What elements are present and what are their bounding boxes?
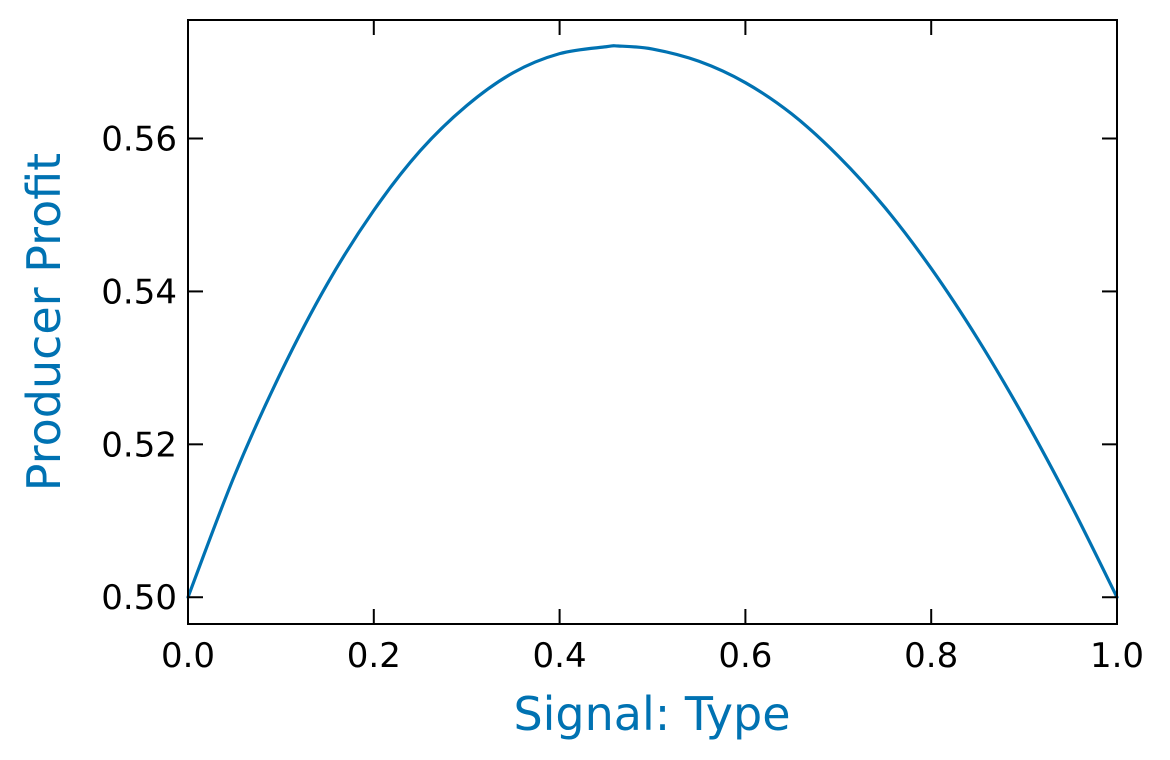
x-tick-label: 1.0	[1090, 636, 1144, 676]
y-axis-title: Producer Profit	[17, 153, 71, 491]
y-tick-label: 0.54	[101, 272, 177, 312]
series-line-1	[186, 44, 1119, 599]
x-axis-title: Signal: Type	[513, 687, 790, 741]
x-tick-label: 0.0	[161, 636, 215, 676]
plot-frame	[187, 19, 1118, 625]
x-tick-label: 0.2	[347, 636, 401, 676]
y-tick-label: 0.50	[101, 578, 177, 618]
y-tick-label: 0.56	[101, 120, 177, 160]
x-tick-label: 0.6	[718, 636, 772, 676]
tick-labels: 0.0 0.2 0.4 0.6 0.8 1.0 0.50 0.52 0.54 0.56	[101, 120, 1144, 676]
plot-area	[186, 44, 1119, 599]
x-tick-label: 0.4	[533, 636, 587, 676]
y-tick-label: 0.52	[101, 425, 177, 465]
axis-ticks	[188, 20, 1117, 624]
x-tick-label: 0.8	[904, 636, 958, 676]
